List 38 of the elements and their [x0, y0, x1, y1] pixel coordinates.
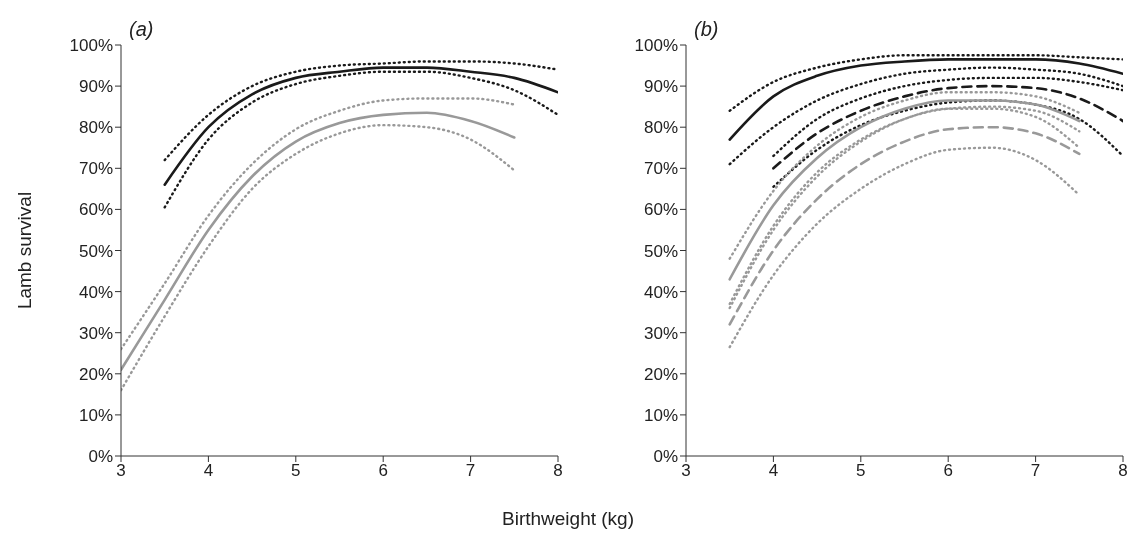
y-tick-label: 40% — [643, 282, 678, 302]
y-tick-label: 50% — [78, 241, 113, 261]
x-tick-label: 8 — [553, 461, 563, 481]
x-tick-label: 4 — [203, 461, 214, 481]
y-tick-label: 80% — [643, 118, 678, 138]
x-tick-label: 7 — [465, 461, 476, 481]
y-tick-label: 0% — [653, 447, 678, 467]
y-tick-label: 60% — [78, 200, 113, 220]
x-tick-label: 4 — [768, 461, 779, 481]
chart-title: (b) — [694, 18, 719, 41]
y-tick-label: 30% — [643, 323, 678, 343]
x-tick-label: 8 — [1118, 461, 1128, 481]
x-tick-label: 3 — [681, 461, 691, 481]
y-tick-label: 100% — [634, 36, 678, 56]
chart-title: (a) — [129, 18, 154, 41]
y-tick-label: 70% — [78, 159, 113, 179]
x-tick-label: 6 — [378, 461, 388, 481]
y-tick-label: 90% — [78, 77, 113, 97]
y-tick-label: 90% — [643, 77, 678, 97]
y-tick-label: 10% — [643, 405, 678, 425]
y-tick-label: 100% — [69, 36, 113, 56]
x-tick-label: 5 — [856, 461, 866, 481]
y-tick-label: 20% — [78, 364, 113, 384]
x-tick-label: 6 — [943, 461, 953, 481]
y-tick-label: 30% — [78, 323, 113, 343]
x-tick-label: 7 — [1030, 461, 1041, 481]
y-tick-label: 80% — [78, 118, 113, 138]
x-axis-title: Birthweight (kg) — [501, 508, 635, 530]
x-tick-label: 5 — [291, 461, 301, 481]
x-tick-label: 3 — [116, 461, 126, 481]
y-tick-label: 50% — [643, 241, 678, 261]
y-axis-title: Lamb survival — [13, 191, 35, 310]
y-tick-label: 0% — [88, 447, 113, 467]
y-tick-label: 70% — [643, 159, 678, 179]
y-tick-label: 10% — [78, 405, 113, 425]
y-tick-label: 40% — [78, 282, 113, 302]
y-tick-label: 60% — [643, 200, 678, 220]
y-tick-label: 20% — [643, 364, 678, 384]
